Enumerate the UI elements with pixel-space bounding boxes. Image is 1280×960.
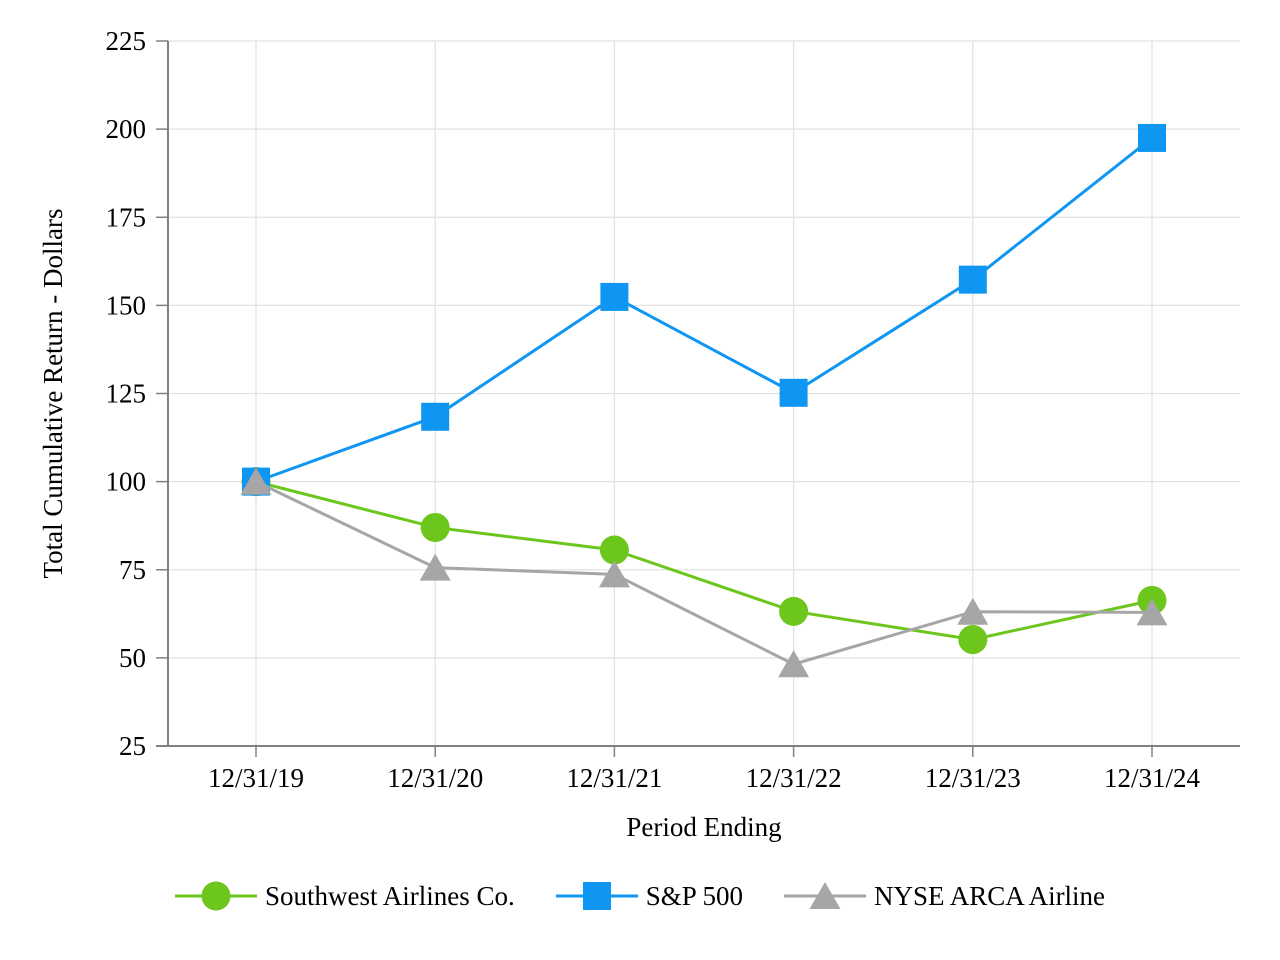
marker-triangle-nyse-arca-airline	[240, 467, 272, 495]
y-tick-label: 50	[119, 643, 146, 673]
chart-legend: Southwest Airlines Co. S&P 500 NYSE ARCA A…	[0, 874, 1280, 918]
x-tick-label: 12/31/24	[1104, 763, 1201, 793]
y-tick-label: 100	[106, 467, 147, 497]
performance-line-chart-canvas: 25 50 75 100 125 150 175 200 225 12/31/19 12/31/20…	[38, 26, 1240, 842]
marker-circle-southwest-airlines-co	[958, 625, 988, 655]
series-line-southwest-airlines-co	[255, 480, 1153, 642]
marker-square-s-p-500	[958, 265, 987, 294]
marker-square-s-p-500	[779, 378, 808, 407]
marker-triangle-nyse-arca-airline	[778, 650, 810, 678]
x-tick-label: 12/31/21	[566, 763, 662, 793]
marker-circle-southwest-airlines-co	[779, 596, 809, 626]
marker-triangle-nyse-arca-airline	[598, 560, 630, 588]
x-axis-title: Period Ending	[626, 812, 781, 842]
legend-label: NYSE ARCA Airline	[874, 880, 1106, 911]
legend-item-nyse-arca-airline: NYSE ARCA Airline	[784, 874, 1105, 918]
x-tick-label: 12/31/23	[925, 763, 1021, 793]
y-tick-label: 175	[106, 202, 147, 232]
marker-triangle-nyse-arca-airline	[957, 597, 989, 625]
legend-marker-circle-icon	[174, 881, 257, 911]
legend-item-s-p-500: S&P 500	[555, 874, 744, 918]
y-tick-label: 225	[106, 26, 147, 56]
y-tick-label: 125	[106, 379, 147, 409]
series-line-nyse-arca-airline	[255, 480, 1153, 666]
legend-label: S&P 500	[645, 880, 744, 911]
marker-triangle-nyse-arca-airline	[419, 553, 451, 581]
x-tick-label: 12/31/20	[387, 763, 483, 793]
x-tick-label: 12/31/22	[746, 763, 842, 793]
marker-square-s-p-500	[600, 282, 629, 311]
marker-triangle-nyse-arca-airline	[1136, 598, 1168, 626]
y-tick-label: 200	[106, 114, 147, 144]
legend-label: Southwest Airlines Co.	[264, 880, 515, 911]
marker-circle-southwest-airlines-co	[599, 535, 629, 565]
series-line-s-p-500	[255, 136, 1153, 484]
y-tick-label: 75	[119, 555, 146, 585]
legend-item-southwest-airlines-co: Southwest Airlines Co.	[174, 874, 515, 918]
marker-square-s-p-500	[1138, 123, 1166, 152]
marker-square-s-p-500	[421, 402, 450, 431]
y-axis-title: Total Cumulative Return - Dollars	[38, 208, 68, 578]
legend-marker-triangle-icon	[784, 882, 867, 909]
y-tick-label: 150	[106, 290, 147, 320]
x-tick-label: 12/31/19	[208, 763, 304, 793]
legend-marker-square-icon	[555, 882, 638, 910]
y-tick-label: 25	[119, 731, 146, 761]
marker-circle-southwest-airlines-co	[420, 512, 450, 542]
